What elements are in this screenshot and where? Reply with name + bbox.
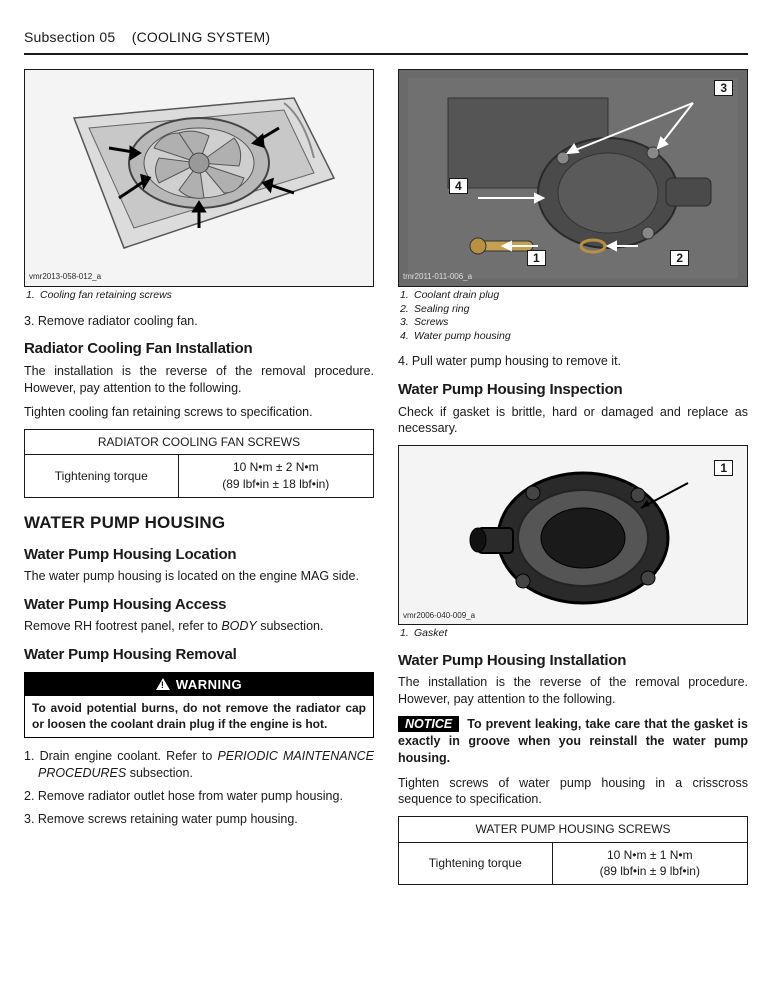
figure-gasket: 1 vmr2006-040-009_a xyxy=(398,445,748,625)
para-install-1: The installation is the reverse of the r… xyxy=(398,674,748,708)
removal-step-3: 3. Remove screws retaining water pump ho… xyxy=(38,811,374,828)
right-column: 1 2 3 4 tmr2011-011-006_a 1.Coolant drai… xyxy=(398,69,748,895)
callout-4: 4 xyxy=(449,178,468,194)
pump-screws-table: WATER PUMP HOUSING SCREWS Tightening tor… xyxy=(398,816,748,885)
notice-paragraph: NOTICE To prevent leaking, take care tha… xyxy=(398,716,748,767)
caption-item: Cooling fan retaining screws xyxy=(40,289,172,301)
cooling-fan-illustration xyxy=(34,78,364,278)
torque-value: 10 N•m ± 2 N•m (89 lbf•in ± 18 lbf•in) xyxy=(178,455,373,498)
step-3: 3. Remove radiator cooling fan. xyxy=(38,313,374,330)
para-inspection: Check if gasket is brittle, hard or dama… xyxy=(398,404,748,438)
para-install-2: Tighten screws of water pump housing in … xyxy=(398,775,748,809)
torque-label: Tightening torque xyxy=(25,455,179,498)
heading-fan-install: Radiator Cooling Fan Installation xyxy=(24,339,374,359)
figure-caption: 1.Gasket xyxy=(400,627,748,641)
removal-step-1: 1. Drain engine coolant. Refer to PERIOD… xyxy=(38,748,374,782)
step-4: 4. Pull water pump housing to remove it. xyxy=(412,353,748,370)
warning-header: WARNING xyxy=(25,673,373,697)
heading-removal: Water Pump Housing Removal xyxy=(24,645,374,665)
figure-caption: 1.Cooling fan retaining screws xyxy=(26,289,374,303)
warning-body: To avoid potential burns, do not remove … xyxy=(25,696,373,737)
callout-1: 1 xyxy=(527,250,546,266)
figure-pump-housing: 1 2 3 4 tmr2011-011-006_a xyxy=(398,69,748,287)
heading-installation: Water Pump Housing Installation xyxy=(398,651,748,671)
subsection-title: (COOLING SYSTEM) xyxy=(132,29,271,45)
table-title: WATER PUMP HOUSING SCREWS xyxy=(399,817,748,842)
callout-3: 3 xyxy=(714,80,733,96)
caption-item: Screws xyxy=(414,316,448,328)
para-install-1: The installation is the reverse of the r… xyxy=(24,363,374,397)
page-header: Subsection 05 (COOLING SYSTEM) xyxy=(24,28,748,55)
table-title: RADIATOR COOLING FAN SCREWS xyxy=(25,430,374,455)
torque-label: Tightening torque xyxy=(399,842,553,885)
figure-cooling-fan: vmr2013-058-012_a xyxy=(24,69,374,287)
para-install-2: Tighten cooling fan retaining screws to … xyxy=(24,404,374,421)
notice-label: NOTICE xyxy=(398,716,459,732)
callout-2: 2 xyxy=(670,250,689,266)
figure-id: vmr2006-040-009_a xyxy=(403,611,475,622)
caption-item: Water pump housing xyxy=(414,330,511,342)
warning-box: WARNING To avoid potential burns, do not… xyxy=(24,672,374,739)
heading-access: Water Pump Housing Access xyxy=(24,595,374,615)
caption-item: Coolant drain plug xyxy=(414,289,499,301)
heading-location: Water Pump Housing Location xyxy=(24,545,374,565)
para-access: Remove RH footrest panel, refer to BODY … xyxy=(24,618,374,635)
subsection-number: Subsection 05 xyxy=(24,29,115,45)
heading-water-pump-housing: WATER PUMP HOUSING xyxy=(24,512,374,535)
para-location: The water pump housing is located on the… xyxy=(24,568,374,585)
two-column-layout: vmr2013-058-012_a 1.Cooling fan retainin… xyxy=(24,69,748,895)
warning-icon xyxy=(156,678,170,690)
removal-step-2: 2. Remove radiator outlet hose from wate… xyxy=(38,788,374,805)
caption-item: Gasket xyxy=(414,627,447,639)
heading-inspection: Water Pump Housing Inspection xyxy=(398,380,748,400)
caption-item: Sealing ring xyxy=(414,303,469,315)
figure-id: tmr2011-011-006_a xyxy=(403,272,472,283)
gasket-illustration xyxy=(423,453,723,618)
fan-screws-table: RADIATOR COOLING FAN SCREWS Tightening t… xyxy=(24,429,374,498)
callout-1: 1 xyxy=(714,460,733,476)
figure-caption: 1.Coolant drain plug 2.Sealing ring 3.Sc… xyxy=(400,289,748,344)
left-column: vmr2013-058-012_a 1.Cooling fan retainin… xyxy=(24,69,374,895)
figure-id: vmr2013-058-012_a xyxy=(29,272,101,283)
torque-value: 10 N•m ± 1 N•m (89 lbf•in ± 9 lbf•in) xyxy=(552,842,747,885)
